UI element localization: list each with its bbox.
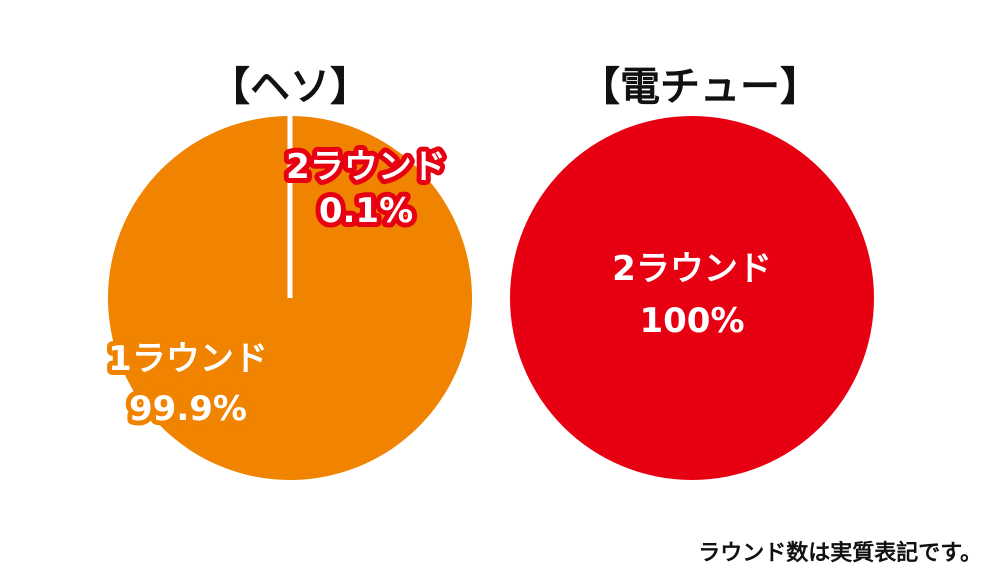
heso-slice-2r-value: 0.1% xyxy=(319,191,413,231)
denchu-slice-0 xyxy=(510,116,874,480)
heso-slice-1r-label: 1ラウンド xyxy=(108,339,268,379)
denchu-pie xyxy=(510,116,874,480)
heso-slice-1r-value: 99.9% xyxy=(129,389,247,429)
denchu-chart-title: 【電チュー】 xyxy=(580,64,820,110)
heso-slice-2r-label: 2ラウンド xyxy=(286,147,446,187)
heso-pie xyxy=(107,116,472,480)
denchu-slice-2r-label: 2ラウンド xyxy=(612,249,772,289)
heso-chart-title: 【ヘソ】 xyxy=(210,64,370,110)
denchu-slice-2r-value: 100% xyxy=(639,301,744,341)
footnote: ラウンド数は実質表記です。 xyxy=(698,541,982,566)
